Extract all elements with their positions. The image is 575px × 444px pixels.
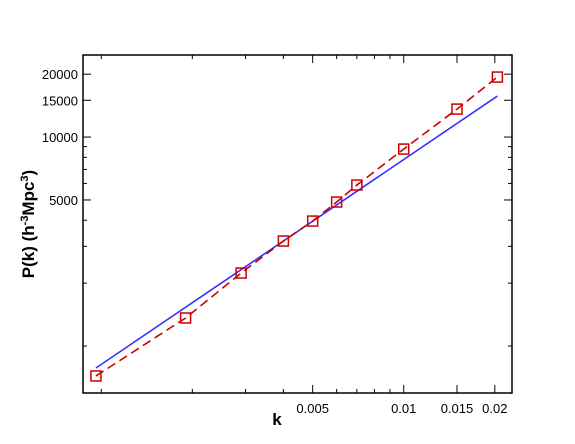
y-label-superscript: -3	[19, 216, 31, 226]
marker	[451, 103, 463, 115]
marker	[397, 143, 410, 155]
marker	[90, 370, 102, 382]
marker	[179, 312, 192, 324]
y-tick-label: 5000	[49, 193, 78, 208]
y-tick-label: 15000	[42, 93, 78, 108]
y-label-superscript: 3	[19, 175, 31, 181]
x-tick-label: 0.02	[482, 401, 507, 416]
series-line	[95, 76, 498, 377]
plot-frame	[82, 54, 513, 394]
marker	[306, 215, 319, 227]
y-axis-label: P(k) (h-3Mpc3)	[19, 170, 38, 278]
x-tick-label: 0.005	[296, 401, 329, 416]
marker	[351, 179, 363, 191]
x-tick-label: 0.01	[391, 401, 416, 416]
y-tick-label: 10000	[42, 130, 78, 145]
series-line	[95, 95, 498, 369]
x-axis-label: k	[272, 410, 282, 429]
y-label-text: )	[19, 170, 38, 176]
y-label-text: P(k) (h	[19, 225, 38, 278]
y-tick-label: 20000	[42, 67, 78, 82]
y-label-text: Mpc	[19, 182, 38, 216]
marker	[277, 235, 290, 247]
x-tick-label: 0.015	[441, 401, 474, 416]
marker	[491, 71, 504, 83]
marker	[235, 267, 247, 279]
marker	[330, 196, 343, 208]
